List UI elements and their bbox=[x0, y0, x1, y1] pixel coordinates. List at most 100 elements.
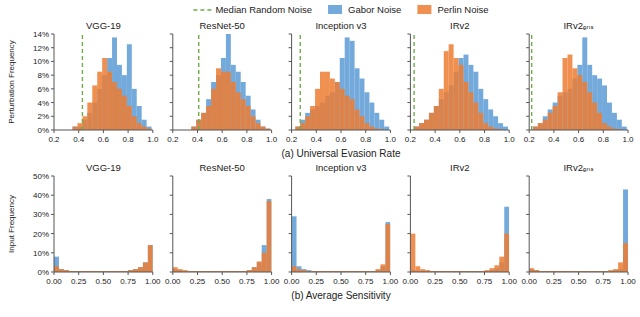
histogram-bar bbox=[147, 127, 152, 130]
y-tick bbox=[289, 88, 292, 89]
y-axis-label: Input Frequency bbox=[7, 195, 16, 253]
panel: 0.20.40.60.81.0IRv2 bbox=[405, 20, 515, 144]
y-tick bbox=[289, 102, 292, 103]
y-tick bbox=[170, 176, 173, 177]
x-tick bbox=[628, 130, 629, 133]
y-tick bbox=[170, 47, 173, 48]
legend: Median Random NoiseGabor NoisePerlin Noi… bbox=[193, 4, 488, 15]
histogram-bar bbox=[173, 267, 178, 272]
histogram-bar bbox=[488, 127, 493, 130]
histogram-bar bbox=[138, 267, 143, 272]
histogram-bar bbox=[256, 120, 261, 130]
panel: 0.20.40.60.81.00%2%4%6%8%10%12%14%VGG-19… bbox=[7, 20, 401, 159]
x-tick-label: 0.8 bbox=[598, 135, 610, 144]
x-tick-label: 1.0 bbox=[147, 135, 159, 144]
y-tick bbox=[526, 102, 529, 103]
histogram-bar bbox=[617, 120, 622, 130]
histogram-bar bbox=[335, 82, 340, 130]
y-tick bbox=[51, 61, 54, 62]
y-tick-label: 10% bbox=[33, 249, 49, 258]
series bbox=[295, 37, 389, 130]
median-line bbox=[531, 34, 532, 130]
y-tick bbox=[526, 233, 529, 234]
histogram-bar bbox=[211, 82, 216, 130]
histogram-bar bbox=[201, 113, 206, 130]
y-tick bbox=[526, 61, 529, 62]
histogram-bar bbox=[587, 65, 592, 130]
histogram-bar bbox=[295, 127, 300, 130]
histogram-bar bbox=[292, 216, 297, 272]
histogram-bar bbox=[548, 113, 553, 130]
histogram-bar bbox=[206, 99, 211, 130]
panel: 0.000.250.500.751.000%10%20%30%40%50%VGG… bbox=[7, 162, 391, 301]
y-tick bbox=[170, 116, 173, 117]
histogram-bar bbox=[478, 113, 483, 130]
histogram-bar bbox=[582, 37, 587, 130]
x-tick bbox=[128, 130, 129, 133]
x-tick bbox=[246, 130, 247, 133]
x-tick bbox=[197, 130, 198, 133]
histogram-bar bbox=[330, 79, 335, 130]
median-line bbox=[82, 34, 83, 130]
plot-area bbox=[410, 207, 509, 272]
x-tick bbox=[78, 130, 79, 133]
panel-title: IRv2ₑₙₛ bbox=[563, 162, 594, 173]
histogram-bar bbox=[415, 266, 420, 272]
x-tick-label: 0.2 bbox=[48, 135, 60, 144]
panel-title: ResNet-50 bbox=[199, 20, 244, 31]
x-tick bbox=[509, 272, 510, 275]
plot-area bbox=[529, 189, 628, 272]
histogram-bar bbox=[231, 82, 236, 130]
x-tick-label: 0.50 bbox=[214, 277, 230, 286]
histogram-bar bbox=[434, 106, 439, 130]
histogram-bar bbox=[148, 245, 153, 272]
y-tick bbox=[526, 75, 529, 76]
histogram-bar bbox=[77, 123, 82, 130]
plot-area bbox=[295, 34, 389, 130]
histogram-bar bbox=[429, 113, 434, 130]
histogram-bar bbox=[622, 127, 627, 130]
y-tick bbox=[289, 233, 292, 234]
x-tick-label: 0.00 bbox=[165, 277, 181, 286]
series bbox=[533, 55, 622, 130]
x-tick-label: 1.0 bbox=[385, 135, 397, 144]
histogram-bar bbox=[572, 68, 577, 130]
histogram-bar bbox=[236, 72, 241, 130]
histogram-bar bbox=[148, 245, 153, 272]
histogram-bar bbox=[82, 116, 87, 130]
histogram-bar bbox=[267, 201, 272, 272]
y-tick bbox=[170, 88, 173, 89]
panel: 0.20.40.60.81.0IRv2ₑₙₛ bbox=[524, 20, 634, 144]
histogram-bar bbox=[117, 89, 122, 130]
y-tick-label: 50% bbox=[33, 172, 49, 181]
histogram-bar bbox=[191, 127, 196, 130]
histogram-bar bbox=[216, 68, 221, 130]
x-tick-label: 0.00 bbox=[284, 277, 300, 286]
histogram-bar bbox=[429, 113, 434, 130]
y-tick bbox=[407, 61, 410, 62]
x-tick bbox=[435, 130, 436, 133]
x-tick-label: 0.75 bbox=[358, 277, 374, 286]
y-tick bbox=[51, 176, 54, 177]
panel-title: Inception v3 bbox=[315, 20, 366, 31]
histogram-bar bbox=[267, 199, 272, 272]
x-tick-label: 0.25 bbox=[190, 277, 206, 286]
series bbox=[410, 234, 509, 272]
histogram-bar bbox=[297, 266, 302, 272]
histogram-bar bbox=[340, 58, 345, 130]
histogram-bar bbox=[211, 89, 216, 130]
y-tick bbox=[526, 130, 529, 131]
y-tick bbox=[289, 130, 292, 131]
y-tick bbox=[289, 75, 292, 76]
y-tick bbox=[526, 47, 529, 48]
histogram-bar bbox=[92, 85, 97, 130]
y-axis-line bbox=[529, 34, 530, 130]
histogram-bar bbox=[379, 120, 384, 130]
x-tick bbox=[365, 130, 366, 133]
y-tick bbox=[170, 272, 173, 273]
series bbox=[191, 68, 270, 130]
y-tick bbox=[289, 252, 292, 253]
y-tick-label: 14% bbox=[33, 30, 49, 39]
histogram-bar bbox=[246, 106, 251, 130]
y-tick bbox=[407, 233, 410, 234]
